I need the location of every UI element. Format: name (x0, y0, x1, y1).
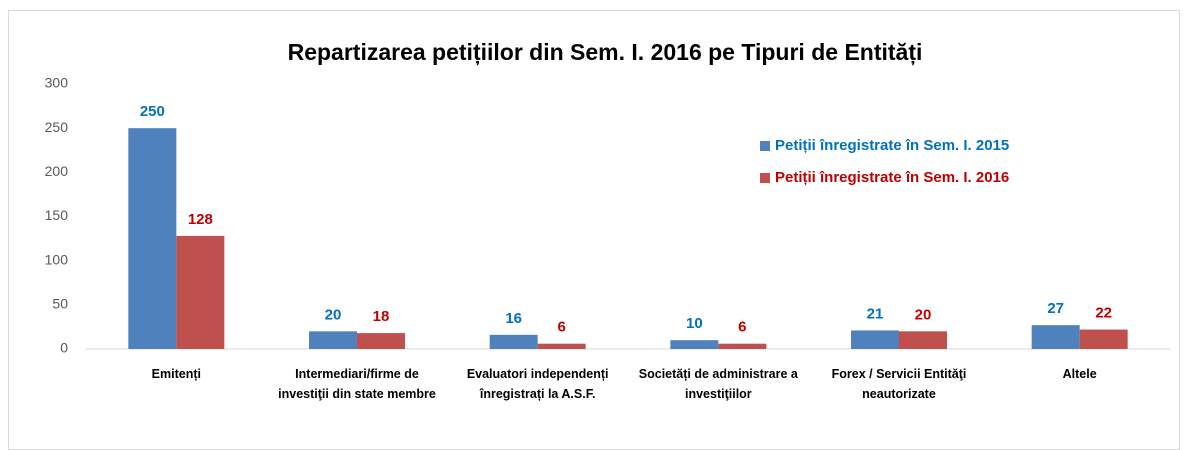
data-label: 6 (738, 319, 746, 336)
legend-swatch (760, 173, 770, 183)
data-label: 10 (686, 315, 703, 332)
bar (670, 340, 719, 349)
x-tick-label: Altele (1062, 367, 1097, 381)
x-tick-label: Intermediari/firme de investiţii din sta… (278, 367, 436, 401)
bar (851, 330, 899, 349)
legend-swatch (760, 141, 770, 151)
bar (357, 333, 405, 349)
data-label: 27 (1047, 300, 1064, 317)
legend-label: Petiții înregistrate în Sem. I. 2015 (775, 137, 1009, 154)
data-label: 128 (188, 211, 213, 228)
data-label: 21 (867, 305, 884, 322)
bar (718, 343, 767, 349)
y-tick-label: 200 (45, 163, 69, 179)
bar (489, 334, 538, 349)
data-label: 22 (1095, 305, 1112, 322)
data-label: 16 (505, 310, 522, 327)
chart-title: Repartizarea petițiilor din Sem. I. 2016… (288, 39, 923, 66)
x-tick-label: Evaluatori independenți înregistrați la … (466, 367, 609, 401)
y-tick-label: 100 (45, 251, 69, 267)
data-label: 20 (325, 306, 342, 323)
x-tick-label: Emitenți (151, 367, 201, 381)
bar (899, 331, 947, 349)
y-tick-label: 50 (52, 296, 68, 312)
y-tick-label: 300 (45, 75, 69, 91)
bar (1079, 329, 1128, 349)
data-label: 18 (373, 308, 390, 325)
bar (176, 235, 225, 349)
bar (537, 343, 586, 349)
bar (1031, 325, 1080, 349)
legend-label: Petiții înregistrate în Sem. I. 2016 (775, 169, 1009, 186)
x-tick-label: Forex / Servicii Entităţi neautorizate (831, 367, 967, 401)
data-label: 20 (915, 306, 932, 323)
x-tick-label: Societăți de administrare a investiţiilo… (638, 367, 798, 401)
bar (128, 128, 177, 349)
y-tick-label: 250 (45, 119, 69, 135)
data-label: 6 (557, 319, 565, 336)
y-tick-label: 150 (45, 207, 69, 223)
data-label: 250 (140, 103, 165, 120)
bar (309, 331, 357, 349)
y-tick-label: 0 (60, 340, 68, 356)
